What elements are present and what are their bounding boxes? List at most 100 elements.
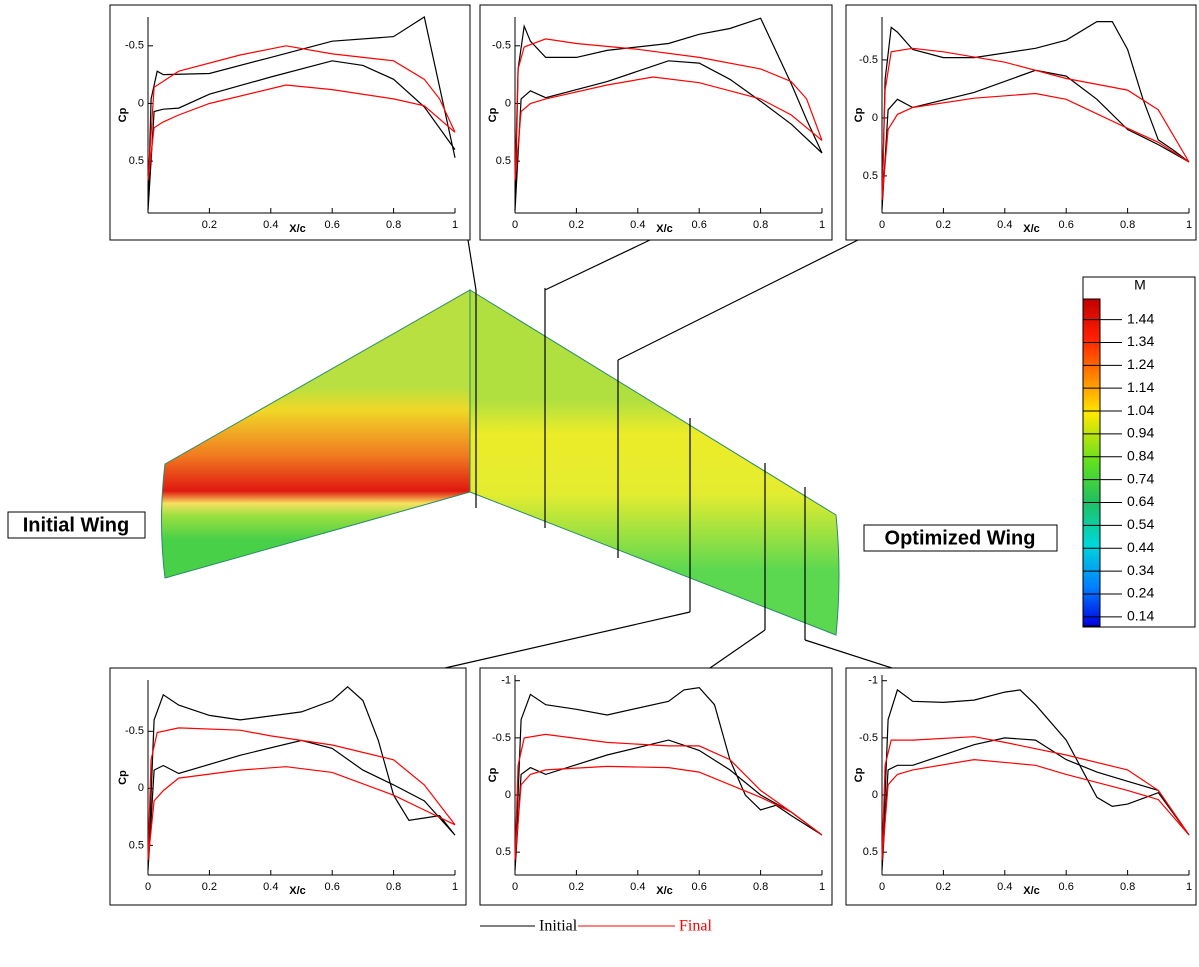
connector bbox=[805, 640, 892, 668]
initial-wing-label: Initial Wing bbox=[23, 514, 129, 536]
x-tick-label: 0.2 bbox=[202, 219, 217, 231]
y-tick-label: 0.5 bbox=[129, 839, 144, 851]
x-tick-label: 0.8 bbox=[753, 219, 768, 231]
y-tick-label: 0.5 bbox=[863, 846, 878, 858]
y-tick-label: -1 bbox=[501, 675, 511, 687]
optimized-wing-label: Optimized Wing bbox=[885, 527, 1036, 549]
x-tick-label: 0 bbox=[879, 219, 885, 231]
x-tick-label: 0.6 bbox=[692, 881, 707, 893]
colorbar-tick-label: 0.54 bbox=[1127, 516, 1154, 532]
y-axis-label: Cp bbox=[853, 767, 865, 782]
colorbar-tick-label: 0.74 bbox=[1127, 470, 1154, 486]
y-tick-label: 0 bbox=[505, 789, 511, 801]
legend-label: Final bbox=[679, 918, 712, 935]
panel-frame bbox=[846, 5, 1196, 240]
legend-label: Initial bbox=[539, 918, 578, 935]
y-tick-label: -0.5 bbox=[492, 40, 511, 52]
x-tick-label: 0.4 bbox=[630, 881, 645, 893]
colorbar-tick-label: 0.44 bbox=[1127, 539, 1154, 555]
x-tick-label: 0 bbox=[512, 219, 518, 231]
panel-frame bbox=[110, 5, 470, 240]
initial-wing-surface bbox=[162, 290, 471, 578]
x-tick-label: 1 bbox=[1186, 219, 1192, 231]
x-axis-label: X/c bbox=[289, 223, 306, 235]
x-axis-label: X/c bbox=[656, 223, 673, 235]
colorbar-title: M bbox=[1134, 277, 1146, 293]
colorbar-tick-label: 0.24 bbox=[1127, 585, 1154, 601]
x-tick-label: 1 bbox=[1186, 881, 1192, 893]
x-tick-label: 0.8 bbox=[386, 219, 401, 231]
colorbar-tick-label: 1.24 bbox=[1127, 356, 1154, 372]
colorbar-tick-label: 0.64 bbox=[1127, 493, 1154, 509]
x-axis-label: X/c bbox=[656, 885, 673, 897]
y-tick-label: 0 bbox=[138, 782, 144, 794]
x-tick-label: 0.2 bbox=[202, 881, 217, 893]
x-tick-label: 0.4 bbox=[997, 881, 1012, 893]
x-tick-label: 0.8 bbox=[753, 881, 768, 893]
y-tick-label: 0.5 bbox=[496, 155, 511, 167]
y-tick-label: -0.5 bbox=[125, 40, 144, 52]
x-tick-label: 0.2 bbox=[936, 219, 951, 231]
x-tick-label: 0.6 bbox=[692, 219, 707, 231]
y-tick-label: 0.5 bbox=[863, 170, 878, 182]
x-tick-label: 0.4 bbox=[630, 219, 645, 231]
x-tick-label: 1 bbox=[819, 219, 825, 231]
y-tick-label: 0 bbox=[138, 97, 144, 109]
x-axis-label: X/c bbox=[1023, 223, 1040, 235]
x-tick-label: 0.8 bbox=[1120, 881, 1135, 893]
x-tick-label: 0.2 bbox=[569, 881, 584, 893]
connector bbox=[710, 630, 765, 668]
colorbar-tick-label: 1.14 bbox=[1127, 379, 1154, 395]
y-tick-label: 0 bbox=[872, 789, 878, 801]
x-tick-label: 1 bbox=[819, 881, 825, 893]
colorbar-tick-label: 0.14 bbox=[1127, 608, 1154, 624]
x-tick-label: 1 bbox=[452, 881, 458, 893]
colorbar-tick-label: 0.34 bbox=[1127, 562, 1154, 578]
colorbar-scale bbox=[1083, 299, 1100, 626]
y-axis-label: Cp bbox=[487, 107, 499, 122]
x-tick-label: 0.2 bbox=[569, 219, 584, 231]
x-tick-label: 0.4 bbox=[263, 881, 278, 893]
y-axis-label: Cp bbox=[117, 770, 129, 785]
x-tick-label: 1 bbox=[452, 219, 458, 231]
x-axis-label: X/c bbox=[1023, 885, 1040, 897]
page: Initial Wing Optimized Wing M -0.5 0 0.5 0.… bbox=[0, 0, 1199, 967]
colorbar-tick-label: 1.04 bbox=[1127, 402, 1154, 418]
x-axis-label: X/c bbox=[289, 885, 306, 897]
x-tick-label: 0.6 bbox=[325, 881, 340, 893]
x-tick-label: 0.8 bbox=[1120, 219, 1135, 231]
x-tick-label: 0.2 bbox=[936, 881, 951, 893]
y-tick-label: 0 bbox=[872, 112, 878, 124]
y-tick-label: 0 bbox=[505, 97, 511, 109]
colorbar-tick-label: 1.34 bbox=[1127, 333, 1154, 349]
x-tick-label: 0.8 bbox=[386, 881, 401, 893]
y-tick-label: -0.5 bbox=[859, 732, 878, 744]
connector bbox=[468, 240, 476, 290]
colorbar-tick-label: 1.44 bbox=[1127, 310, 1154, 326]
y-axis-label: Cp bbox=[117, 107, 129, 122]
x-tick-label: 0.6 bbox=[325, 219, 340, 231]
x-tick-label: 0 bbox=[145, 881, 151, 893]
y-tick-label: -1 bbox=[868, 675, 878, 687]
x-tick-label: 0.4 bbox=[997, 219, 1012, 231]
connector bbox=[618, 240, 858, 360]
y-tick-label: -0.5 bbox=[859, 54, 878, 66]
colorbar-tick-label: 0.84 bbox=[1127, 447, 1154, 463]
y-tick-label: -0.5 bbox=[492, 732, 511, 744]
panel-frame bbox=[480, 5, 832, 240]
x-tick-label: 0 bbox=[512, 881, 518, 893]
y-axis-label: Cp bbox=[853, 107, 865, 122]
connector bbox=[545, 240, 650, 290]
y-tick-label: 0.5 bbox=[496, 846, 511, 858]
y-axis-label: Cp bbox=[487, 767, 499, 782]
colorbar-tick-label: 0.94 bbox=[1127, 425, 1154, 441]
y-tick-label: -0.5 bbox=[125, 725, 144, 737]
connector bbox=[445, 612, 690, 668]
x-tick-label: 0.6 bbox=[1059, 219, 1074, 231]
x-tick-label: 0.4 bbox=[263, 219, 278, 231]
panel-frame bbox=[110, 668, 466, 905]
x-tick-label: 0 bbox=[879, 881, 885, 893]
x-tick-label: 0.6 bbox=[1059, 881, 1074, 893]
y-tick-label: 0.5 bbox=[129, 155, 144, 167]
figure: Initial Wing Optimized Wing M -0.5 0 0.5 0.… bbox=[0, 0, 1199, 967]
